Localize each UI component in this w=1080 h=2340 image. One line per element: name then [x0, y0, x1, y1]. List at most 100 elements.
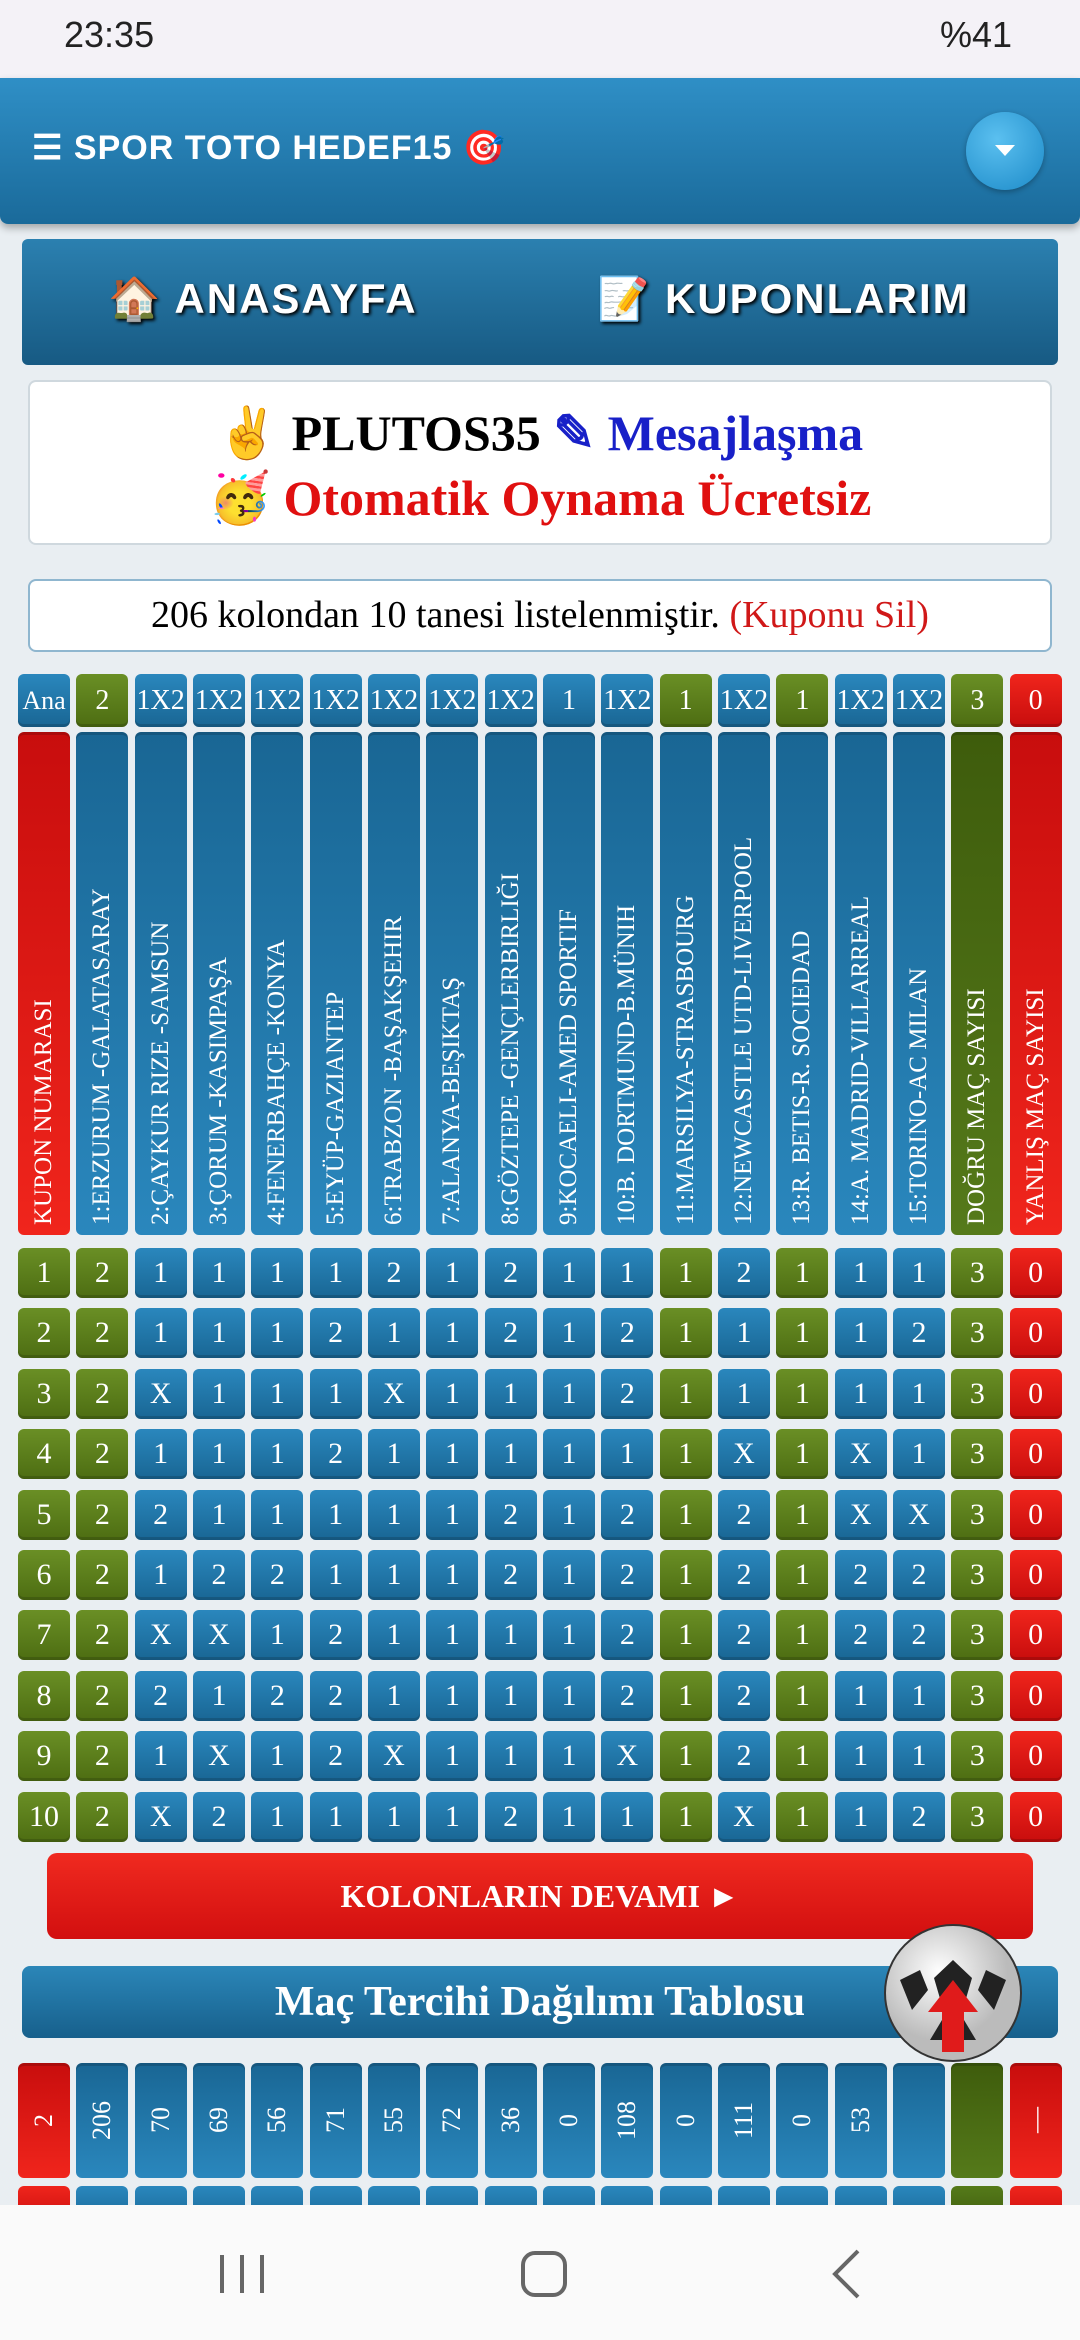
table-cell: 2	[309, 1308, 362, 1359]
table-cell: 2	[601, 1610, 654, 1661]
user-name: ✌ PLUTOS35	[216, 405, 541, 461]
table-cell: 1	[368, 1489, 420, 1540]
table-cell: 3	[951, 1791, 1004, 1842]
table-cell: 2	[601, 1368, 654, 1419]
table-cell: 3	[951, 1429, 1004, 1480]
table-cell: 1	[893, 1731, 945, 1782]
user-box: ✌ PLUTOS35 ✎ Mesajlaşma 🥳 Otomatik Oynam…	[28, 380, 1052, 545]
table-cell: 2	[251, 1670, 304, 1721]
table-cell: 2	[134, 1489, 187, 1540]
table-cell: 1	[834, 1308, 887, 1359]
table-cell: 0	[1009, 1489, 1062, 1540]
table-cell: 1	[368, 1429, 420, 1480]
table-cell: 2	[18, 1308, 70, 1359]
nav-panel: 🏠 ANASAYFA 📝 KUPONLARIM	[22, 239, 1058, 365]
table-cell: 2	[368, 1248, 420, 1298]
table-cell: 1	[659, 1489, 712, 1540]
table-cell: 1	[543, 1248, 595, 1298]
coupons-link[interactable]: 📝 KUPONLARIM	[597, 275, 970, 322]
table-cell: 1	[368, 1550, 420, 1600]
table-cell: 1	[426, 1489, 479, 1540]
home-link[interactable]: 🏠 ANASAYFA	[108, 275, 418, 322]
table-cell: X	[834, 1429, 887, 1480]
table-cell: 3	[951, 1731, 1004, 1782]
distribution-cell	[951, 2063, 1004, 2178]
table-cell: 3	[951, 1489, 1004, 1540]
menu-toggle[interactable]	[966, 112, 1044, 190]
table-cell: 1	[659, 1429, 712, 1480]
scroll-top-ball[interactable]	[880, 1920, 1026, 2066]
table-cell: 2	[718, 1550, 770, 1600]
top-cell: 1X2	[134, 674, 187, 727]
distribution-cell: 111	[718, 2063, 770, 2178]
distribution-cell: 53	[834, 2063, 887, 2178]
table-cell: 1	[659, 1791, 712, 1842]
table-cell: 1	[659, 1731, 712, 1782]
distribution-cell: 2	[18, 2063, 70, 2178]
table-cell: 1	[426, 1308, 479, 1359]
table-cell: 2	[834, 1610, 887, 1661]
table-cell: 2	[76, 1368, 129, 1419]
table-cell: 1	[426, 1610, 479, 1661]
table-cell: 3	[951, 1248, 1004, 1298]
table-cell: 1	[484, 1610, 537, 1661]
table-cell: 1	[543, 1670, 595, 1721]
table-cell: X	[834, 1489, 887, 1540]
table-cell: 1	[484, 1731, 537, 1782]
table-cell: 1	[18, 1248, 70, 1298]
table-cell: 1	[426, 1791, 479, 1842]
table-cell: 2	[893, 1791, 945, 1842]
table-cell: 0	[1009, 1670, 1062, 1721]
top-cell: 1X2	[426, 674, 479, 727]
table-cell: 2	[76, 1731, 129, 1782]
table-cell: 1	[543, 1610, 595, 1661]
table-cell: 2	[601, 1550, 654, 1600]
more-button[interactable]: KOLONLARIN DEVAMI ►	[47, 1853, 1033, 1939]
table-cell: 1	[776, 1550, 829, 1600]
table-cell: 0	[1009, 1550, 1062, 1600]
top-cell: 2	[76, 674, 129, 727]
table-cell: X	[601, 1731, 654, 1782]
top-cell: 1X2	[484, 674, 537, 727]
table-cell: 1	[834, 1368, 887, 1419]
table-cell: 2	[893, 1610, 945, 1661]
table-cell: 1	[193, 1489, 245, 1540]
table-cell: 1	[893, 1670, 945, 1721]
table-cell: 2	[76, 1489, 129, 1540]
table-cell: 3	[951, 1670, 1004, 1721]
table-cell: 2	[309, 1670, 362, 1721]
table-cell: 0	[1009, 1248, 1062, 1298]
distribution-cell: 70	[134, 2063, 187, 2178]
table-cell: 2	[718, 1670, 770, 1721]
top-cell: 1X2	[893, 674, 945, 727]
top-cell: 1X2	[718, 674, 770, 727]
message-link[interactable]: ✎ Mesajlaşma	[553, 405, 864, 461]
delete-link[interactable]: (Kuponu Sil)	[729, 594, 929, 636]
table-cell: 1	[543, 1308, 595, 1359]
table-cell: 1	[543, 1429, 595, 1480]
table-cell: 9	[18, 1731, 70, 1782]
table-cell: 1	[426, 1670, 479, 1721]
table-cell: 1	[659, 1368, 712, 1419]
table-cell: 1	[134, 1550, 187, 1600]
table-cell: 1	[601, 1429, 654, 1480]
table-cell: 2	[484, 1791, 537, 1842]
distribution-cell: 0	[543, 2063, 595, 2178]
table-cell: 2	[834, 1550, 887, 1600]
table-cell: 1	[776, 1791, 829, 1842]
distribution-cell: 56	[251, 2063, 304, 2178]
table-cell: 1	[834, 1731, 887, 1782]
table-cell: 2	[76, 1550, 129, 1600]
top-cell: 1X2	[193, 674, 245, 727]
table-cell: 2	[484, 1308, 537, 1359]
table-cell: 1	[193, 1248, 245, 1298]
table-cell: 2	[484, 1248, 537, 1298]
summary-box: 206 kolondan 10 tanesi listelenmiştir. (…	[28, 579, 1052, 652]
distribution-cell: 0	[659, 2063, 712, 2178]
table-cell: 2	[193, 1791, 245, 1842]
table-cell: 1	[426, 1731, 479, 1782]
table-cell: 2	[76, 1429, 129, 1480]
top-cell: Ana	[18, 674, 70, 727]
distribution-cell: 0	[776, 2063, 829, 2178]
table-cell: 1	[251, 1791, 304, 1842]
